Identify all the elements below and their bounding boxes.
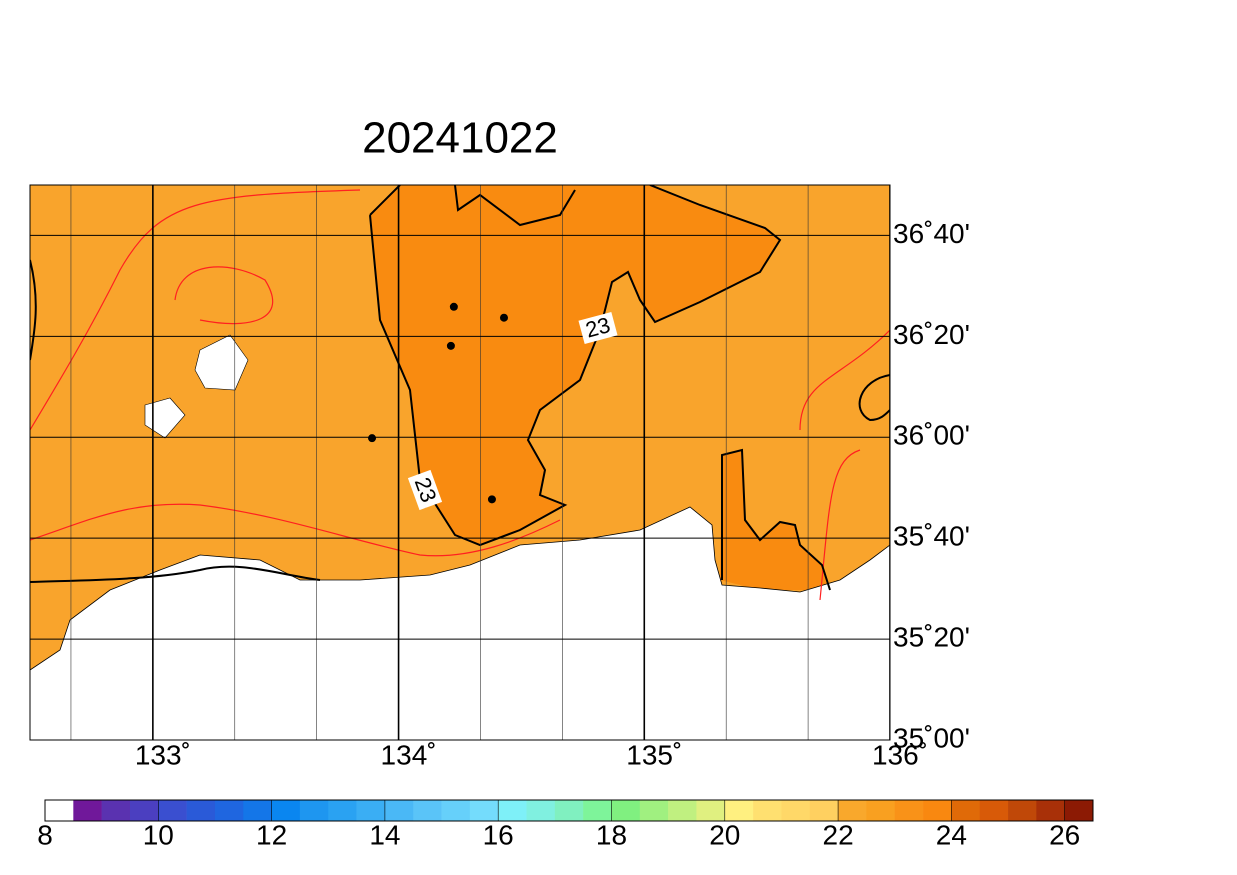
y-tick-label: 35˚20': [893, 621, 970, 652]
map-frame: [29, 184, 891, 741]
map-title: 20241022: [362, 114, 558, 163]
colorbar-box: [413, 800, 442, 821]
colorbar-tick-label: 26: [1049, 819, 1080, 850]
contour-label: 23: [578, 312, 618, 344]
map-area: 23 23: [30, 185, 890, 740]
x-tick-label: 136˚: [872, 739, 928, 770]
colorbar-box: [129, 800, 159, 821]
colorbar-box: [951, 800, 981, 821]
contour-label-box: [407, 469, 443, 511]
colorbar-box: [73, 800, 102, 821]
colorbar-box: [781, 800, 811, 821]
colorbar-box: [866, 800, 896, 821]
colorbar-box: [583, 800, 612, 821]
colorbar-box: [384, 800, 414, 821]
y-tick-label: 36˚40': [893, 218, 970, 249]
x-tick-label: 134˚: [381, 739, 437, 770]
island: [144, 397, 186, 439]
colorbar-box: [243, 800, 272, 821]
colorbar-tick-label: 18: [596, 819, 627, 850]
colorbar-box: [271, 800, 301, 821]
colorbar-box: [639, 800, 669, 821]
colorbar-box: [838, 800, 867, 821]
colorbar-tick-label: 24: [936, 819, 967, 850]
colorbar-box: [328, 800, 357, 821]
station-point: [487, 495, 496, 504]
colorbar-tick-label: 14: [369, 819, 400, 850]
warm-region: [370, 185, 780, 545]
colorbar-box: [724, 800, 754, 821]
colorbar-box: [186, 800, 216, 821]
colorbar-box: [356, 800, 386, 821]
y-tick-label: 35˚00': [893, 722, 970, 753]
colorbar-tick-label: 22: [823, 819, 854, 850]
land: [30, 506, 890, 740]
colorbar-box: [158, 800, 187, 821]
colorbar-box: [923, 800, 952, 821]
colorbar-box: [753, 800, 782, 821]
colorbar-tick-label: 16: [483, 819, 514, 850]
colorbar-box: [554, 800, 584, 821]
colorbar-box: [696, 800, 726, 821]
colorbar-box: [299, 800, 329, 821]
y-tick-label: 36˚00': [893, 420, 970, 451]
warm-region: [720, 450, 830, 590]
colorbar-tick-label: 12: [256, 819, 287, 850]
colorbar-box: [469, 800, 499, 821]
colorbar-box: [498, 800, 527, 821]
colorbar-tick-label: 10: [143, 819, 174, 850]
station-point: [368, 434, 377, 443]
colorbar-box: [809, 800, 839, 821]
contour-label-box: [578, 312, 618, 344]
station-point: [499, 313, 508, 322]
colorbar-box: [979, 800, 1009, 821]
colorbar-box: [441, 800, 471, 821]
y-tick-label: 36˚20': [893, 319, 970, 350]
station-point: [446, 341, 455, 350]
y-tick-label: 35˚40': [893, 521, 970, 552]
colorbar-tick-label: 20: [709, 819, 740, 850]
colorbar-box: [526, 800, 556, 821]
colorbar-box: [1036, 800, 1065, 821]
contour-line: [30, 185, 890, 591]
x-tick-label: 135˚: [626, 739, 682, 770]
colorbar-box: [101, 800, 131, 821]
contour-line: [30, 189, 890, 601]
colorbar-box: [1064, 800, 1094, 821]
x-tick-label: 133˚: [135, 739, 191, 770]
contour-label: 23: [407, 469, 443, 511]
colorbar-tick-label: 8: [37, 819, 53, 850]
colorbar-box: [45, 800, 74, 821]
colorbar-box: [668, 800, 697, 821]
colorbar-box: [611, 800, 641, 821]
station-point: [449, 302, 458, 311]
colorbar-box: [1008, 800, 1037, 821]
colorbar-box: [894, 800, 924, 821]
colorbar-box: [214, 800, 244, 821]
